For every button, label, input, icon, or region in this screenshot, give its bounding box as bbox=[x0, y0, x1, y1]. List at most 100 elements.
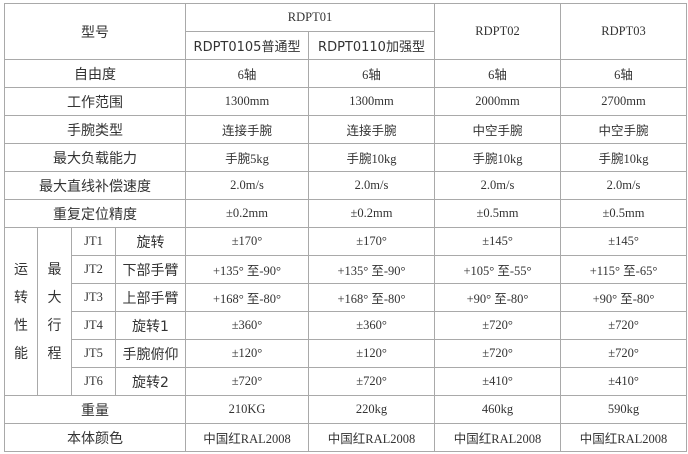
value-cell: ±410° bbox=[560, 367, 688, 396]
label-char: 行 bbox=[47, 317, 62, 334]
value-cell: 460kg bbox=[434, 395, 562, 424]
value-cell: +135° 至-90° bbox=[307, 255, 436, 284]
value-cell: ±720° bbox=[434, 339, 562, 368]
value-cell: ±145° bbox=[560, 227, 688, 256]
table-row: 自由度 6轴 6轴 6轴 6轴 bbox=[4, 59, 688, 88]
table-row: JT6 旋转2 ±720° ±720° ±410° ±410° bbox=[5, 367, 688, 396]
table-row: 最大负载能力 手腕5kg 手腕10kg 手腕10kg 手腕10kg bbox=[4, 143, 688, 172]
axis-id: JT3 bbox=[71, 283, 116, 312]
value-cell: ±170° bbox=[185, 227, 309, 256]
axis-name: 手腕俯仰 bbox=[115, 339, 186, 368]
row-label: 手腕类型 bbox=[4, 115, 186, 144]
label-char: 转 bbox=[14, 289, 28, 306]
subheader-row: RDPT0105普通型 RDPT0110加强型 bbox=[5, 31, 687, 60]
value-cell: 6轴 bbox=[560, 59, 688, 88]
header-row: 型号 RDPT01 RDPT02 RDPT03 bbox=[4, 3, 688, 60]
label-char: 能 bbox=[14, 345, 28, 362]
value-cell: ±170° bbox=[307, 227, 436, 256]
row-label: 最大直线补偿速度 bbox=[4, 171, 186, 200]
value-cell: ±720° bbox=[560, 311, 688, 340]
value-cell: 2700mm bbox=[560, 87, 688, 116]
value-cell: 连接手腕 bbox=[185, 115, 309, 144]
axis-name: 旋转1 bbox=[115, 311, 186, 340]
row-label: 重量 bbox=[4, 395, 186, 424]
value-cell: ±720° bbox=[185, 367, 309, 396]
table-row: JT2 下部手臂 +135° 至-90° +135° 至-90° +105° 至-55°… bbox=[5, 255, 688, 284]
table-row: JT5 手腕俯仰 ±120° ±120° ±720° ±720° bbox=[5, 339, 688, 368]
axis-name: 旋转2 bbox=[115, 367, 186, 396]
value-cell: 2.0m/s bbox=[434, 171, 562, 200]
axis-id: JT6 bbox=[71, 367, 116, 396]
value-cell: 6轴 bbox=[185, 59, 309, 88]
value-cell: ±120° bbox=[307, 339, 436, 368]
row-label: 自由度 bbox=[4, 59, 186, 88]
model-header: 型号 bbox=[4, 3, 186, 60]
max-travel-label: 最大行程 bbox=[37, 227, 72, 396]
motion-group-label: 运转性能 bbox=[4, 227, 38, 396]
value-cell: ±0.5mm bbox=[434, 199, 562, 228]
value-cell: +90° 至-80° bbox=[560, 283, 688, 312]
value-cell: +115° 至-65° bbox=[560, 255, 688, 284]
axis-id: JT2 bbox=[71, 255, 116, 284]
value-cell: 中空手腕 bbox=[434, 115, 562, 144]
table-row: 本体颜色 中国红RAL2008 中国红RAL2008 中国红RAL2008 中国红RAL… bbox=[4, 423, 688, 452]
row-label: 本体颜色 bbox=[4, 423, 186, 452]
label-char: 运 bbox=[14, 261, 28, 278]
value-cell: ±0.2mm bbox=[307, 199, 436, 228]
value-cell: 手腕10kg bbox=[560, 143, 688, 172]
value-cell: 中空手腕 bbox=[560, 115, 688, 144]
label-char: 最 bbox=[47, 261, 62, 278]
value-cell: 中国红RAL2008 bbox=[185, 423, 309, 452]
axis-id: JT5 bbox=[71, 339, 116, 368]
value-cell: +168° 至-80° bbox=[307, 283, 436, 312]
value-cell: ±410° bbox=[434, 367, 562, 396]
axis-id: JT1 bbox=[71, 227, 116, 256]
value-cell: 1300mm bbox=[307, 87, 436, 116]
axis-name: 下部手臂 bbox=[115, 255, 186, 284]
table-row: 最大直线补偿速度 2.0m/s 2.0m/s 2.0m/s 2.0m/s bbox=[4, 171, 688, 200]
value-cell: 中国红RAL2008 bbox=[434, 423, 562, 452]
value-cell: +105° 至-55° bbox=[434, 255, 562, 284]
value-cell: +168° 至-80° bbox=[185, 283, 309, 312]
label-char: 性 bbox=[14, 317, 28, 334]
value-cell: 中国红RAL2008 bbox=[307, 423, 436, 452]
rdpt03-header: RDPT03 bbox=[560, 3, 688, 60]
table-row: 工作范围 1300mm 1300mm 2000mm 2700mm bbox=[4, 87, 688, 116]
label-char: 大 bbox=[47, 289, 62, 306]
table-row: JT3 上部手臂 +168° 至-80° +168° 至-80° +90° 至-80° +… bbox=[5, 283, 688, 312]
spec-table: 型号 RDPT01 RDPT02 RDPT03 RDPT0105普通型 RDPT… bbox=[4, 3, 688, 452]
table-row: 手腕类型 连接手腕 连接手腕 中空手腕 中空手腕 bbox=[4, 115, 688, 144]
value-cell: ±120° bbox=[185, 339, 309, 368]
value-cell: 2000mm bbox=[434, 87, 562, 116]
value-cell: 连接手腕 bbox=[307, 115, 436, 144]
value-cell: 中国红RAL2008 bbox=[560, 423, 688, 452]
row-label: 重复定位精度 bbox=[4, 199, 186, 228]
value-cell: ±0.5mm bbox=[560, 199, 688, 228]
value-cell: 手腕10kg bbox=[307, 143, 436, 172]
table-row: JT4 旋转1 ±360° ±360° ±720° ±720° bbox=[5, 311, 688, 340]
row-label: 工作范围 bbox=[4, 87, 186, 116]
value-cell: 手腕5kg bbox=[185, 143, 309, 172]
table-row: 重量 210KG 220kg 460kg 590kg bbox=[4, 395, 688, 424]
rdpt02-header: RDPT02 bbox=[434, 3, 562, 60]
value-cell: 6轴 bbox=[434, 59, 562, 88]
rdpt0110-header: RDPT0110加强型 bbox=[307, 31, 436, 60]
value-cell: 2.0m/s bbox=[185, 171, 309, 200]
table-row: 运转性能最大行程 JT1 旋转 ±170° ±170° ±145° ±145° bbox=[4, 227, 688, 396]
value-cell: ±720° bbox=[560, 339, 688, 368]
rdpt0105-header: RDPT0105普通型 bbox=[185, 31, 309, 60]
value-cell: 1300mm bbox=[185, 87, 309, 116]
axis-id: JT4 bbox=[71, 311, 116, 340]
value-cell: ±720° bbox=[434, 311, 562, 340]
value-cell: 2.0m/s bbox=[560, 171, 688, 200]
axis-name: 上部手臂 bbox=[115, 283, 186, 312]
label-char: 程 bbox=[47, 345, 62, 362]
rdpt01-header: RDPT01 bbox=[184, 3, 436, 32]
value-cell: ±360° bbox=[185, 311, 309, 340]
value-cell: 590kg bbox=[560, 395, 688, 424]
value-cell: 手腕10kg bbox=[434, 143, 562, 172]
value-cell: ±0.2mm bbox=[185, 199, 309, 228]
value-cell: ±145° bbox=[434, 227, 562, 256]
row-label: 最大负载能力 bbox=[4, 143, 186, 172]
value-cell: 210KG bbox=[185, 395, 309, 424]
